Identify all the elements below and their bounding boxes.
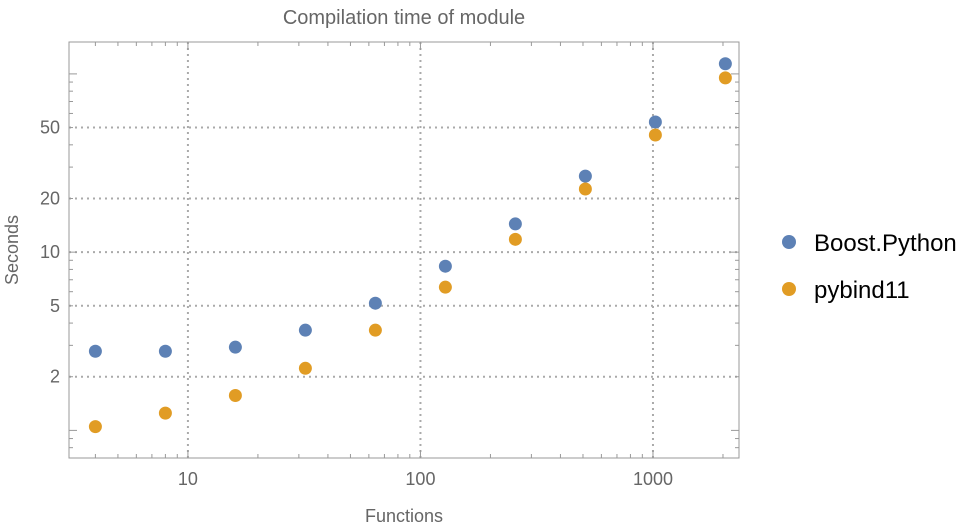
- y-tick-label: 10: [40, 242, 60, 262]
- point-pybind11: [438, 280, 452, 294]
- point-boost-python: [228, 340, 242, 354]
- point-boost-python: [578, 169, 592, 183]
- point-pybind11: [158, 406, 172, 420]
- x-tick-label: 1000: [633, 469, 673, 489]
- y-tick-label: 2: [50, 367, 60, 387]
- point-boost-python: [158, 344, 172, 358]
- point-pybind11: [718, 71, 732, 85]
- chart-title: Compilation time of module: [283, 7, 525, 29]
- plot-frame: [68, 41, 740, 459]
- point-boost-python: [648, 115, 662, 129]
- tick-labels: 10 100 1000 2 5 10 20 50: [40, 118, 673, 489]
- point-pybind11: [228, 388, 242, 402]
- point-pybind11: [298, 361, 312, 375]
- point-boost-python: [88, 344, 102, 358]
- y-tick-label: 50: [40, 118, 60, 138]
- grid: [69, 42, 739, 458]
- point-pybind11: [578, 182, 592, 196]
- legend-label-pybind11: pybind11: [814, 277, 910, 304]
- point-boost-python: [368, 296, 382, 310]
- legend: Boost.Python pybind11: [782, 230, 957, 304]
- point-pybind11: [648, 128, 662, 142]
- data-points: [88, 57, 732, 434]
- point-boost-python: [718, 57, 732, 71]
- point-pybind11: [508, 232, 522, 246]
- point-pybind11: [88, 420, 102, 434]
- point-boost-python: [508, 217, 522, 231]
- point-boost-python: [438, 259, 452, 273]
- legend-marker-boost-python: [782, 235, 796, 249]
- y-tick-label: 5: [50, 296, 60, 316]
- x-tick-label: 100: [405, 469, 435, 489]
- x-tick-label: 10: [178, 469, 198, 489]
- point-pybind11: [368, 323, 382, 337]
- point-boost-python: [298, 323, 312, 337]
- y-tick-label: 20: [40, 188, 60, 208]
- x-axis-label: Functions: [365, 506, 443, 525]
- y-axis-label: Seconds: [2, 215, 22, 285]
- legend-label-boost-python: Boost.Python: [814, 230, 957, 257]
- legend-marker-pybind11: [782, 282, 796, 296]
- axis-ticks: [69, 42, 739, 459]
